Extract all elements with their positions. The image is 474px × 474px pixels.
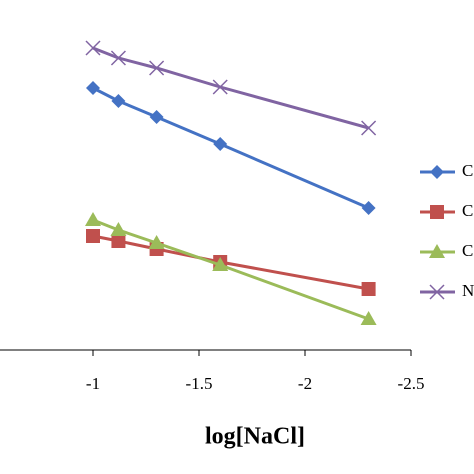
legend-label: N <box>462 281 474 300</box>
marker <box>430 205 444 219</box>
marker <box>86 81 100 95</box>
marker <box>111 234 126 248</box>
marker <box>429 244 445 258</box>
marker <box>212 79 228 95</box>
x-tick-label: -1.5 <box>186 374 213 393</box>
x-tick-label: -2 <box>298 374 312 393</box>
marker <box>361 120 377 136</box>
marker <box>361 201 376 215</box>
marker <box>213 137 228 151</box>
marker <box>361 282 376 296</box>
series-line <box>92 86 370 210</box>
series-line <box>92 234 369 291</box>
x-axis-label: log[NaCl] <box>205 424 305 450</box>
marker <box>111 94 126 108</box>
marker <box>85 40 101 56</box>
marker <box>110 222 127 236</box>
marker <box>149 110 164 124</box>
marker <box>430 165 444 179</box>
legend-label: C <box>462 241 473 260</box>
marker <box>85 212 101 226</box>
x-tick-label: -1 <box>86 374 100 393</box>
marker <box>86 229 100 243</box>
legend-label: C <box>462 201 473 220</box>
legend-label: C <box>462 161 473 180</box>
marker <box>360 311 377 325</box>
marker <box>149 60 165 76</box>
marker <box>110 50 126 66</box>
marker <box>212 257 229 271</box>
series-line <box>92 218 370 321</box>
marker <box>148 235 165 249</box>
series-line <box>92 46 369 130</box>
marker <box>429 284 445 300</box>
x-tick-label: -2.5 <box>398 374 425 393</box>
